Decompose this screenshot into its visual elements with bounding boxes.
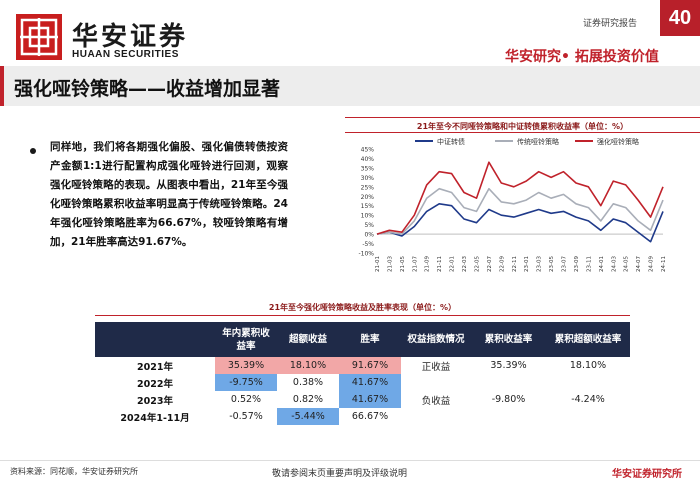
page-number: 40 — [660, 0, 700, 36]
x-tick-label: 23-03 — [537, 256, 543, 272]
group-cum-cell: -9.80% — [491, 394, 526, 405]
equity-group-label: 负收益 — [421, 395, 451, 407]
title-bar — [0, 66, 700, 106]
y-tick-label: 25% — [361, 184, 375, 191]
row-label: 2022年 — [137, 378, 173, 390]
win-rate-cell: 66.67% — [351, 411, 389, 422]
x-tick-label: 22-01 — [450, 256, 456, 272]
group-excess-cell: -4.24% — [571, 394, 605, 405]
excess-return-cell: -5.44% — [277, 408, 339, 425]
x-tick-label: 23-01 — [524, 256, 530, 272]
cum-return-cell: 0.52% — [230, 394, 262, 405]
series-line — [376, 203, 664, 243]
x-tick-label: 24-03 — [611, 256, 617, 272]
table-header-cell: 权益指数情况 — [401, 322, 471, 357]
x-tick-label: 21-09 — [425, 256, 431, 272]
x-tick-label: 23-09 — [574, 256, 580, 272]
y-tick-label: 40% — [361, 156, 375, 163]
row-label: 2024年1-11月 — [120, 412, 190, 424]
win-rate-cell: 91.67% — [339, 357, 401, 374]
series-line — [376, 187, 664, 235]
y-tick-label: 5% — [364, 222, 374, 229]
table-row: 2021年 35.39% 18.10% 91.67% 正收益 35.39% 18… — [95, 357, 630, 374]
cum-return-cell: 35.39% — [215, 357, 277, 374]
x-tick-label: 21-07 — [412, 256, 418, 272]
logo-chinese: 华安证券 — [72, 22, 189, 52]
x-tick-label: 21-01 — [375, 256, 381, 272]
y-tick-label: 30% — [361, 175, 375, 182]
group-cum-cell: 35.39% — [490, 360, 527, 371]
cum-return-cell: -0.57% — [229, 411, 263, 422]
x-tick-label: 24-05 — [624, 256, 630, 272]
line-chart: 中证转债 传统哑铃策略 强化哑铃策略 45% 40% 35% 30% 25% 20% 15% 10%… — [358, 137, 667, 272]
legend-label: 中证转债 — [437, 137, 465, 146]
report-type-label: 证券研究报告 — [583, 19, 638, 29]
y-tick-label: 15% — [361, 203, 375, 210]
y-tick-label: 10% — [361, 213, 375, 220]
table-header-cell: 胜率 — [339, 322, 401, 357]
x-tick-label: 22-11 — [512, 256, 518, 272]
page-title: 强化哑铃策略——收益增加显著 — [14, 78, 281, 100]
x-tick-label: 23-05 — [549, 256, 555, 272]
x-tick-label: 21-03 — [387, 256, 393, 272]
x-tick-label: 24-01 — [599, 256, 605, 272]
x-tick-label: 22-09 — [499, 256, 505, 272]
title-accent — [0, 66, 4, 106]
logo-english: HUAAN SECURITIES — [72, 49, 179, 60]
row-label: 2023年 — [137, 395, 173, 407]
excess-return-cell: 18.10% — [277, 357, 339, 374]
footer-divider — [0, 460, 700, 461]
excess-return-cell: 0.82% — [292, 394, 324, 405]
footer-brand: 华安证券研究所 — [612, 469, 682, 480]
win-rate-cell: 41.67% — [339, 391, 401, 408]
y-tick-label: 45% — [361, 147, 375, 154]
x-tick-label: 21-05 — [400, 256, 406, 272]
x-tick-label: 22-05 — [474, 256, 480, 272]
disclaimer-note: 敬请参阅末页重要声明及评级说明 — [272, 469, 408, 479]
table-row: 2024年1-11月 -0.57% -5.44% 66.67% — [95, 408, 630, 425]
chart-title: 21年至今不同哑铃策略和中证转债累积收益率（单位：%） — [345, 117, 700, 133]
table-header-cell — [95, 322, 215, 357]
x-tick-label: 22-07 — [487, 256, 493, 272]
table-header-cell: 年内累积收益率 — [215, 322, 277, 357]
body-paragraph: 同样地，我们将各期强化偏股、强化偏债转债按资产金额1:1进行配置构成强化哑铃进行… — [50, 141, 288, 248]
y-tick-label: 35% — [361, 165, 375, 172]
x-tick-label: 24-11 — [661, 256, 667, 272]
table-header-cell: 累积超额收益率 — [546, 322, 630, 357]
cum-return-cell: -9.75% — [215, 374, 277, 391]
series-line — [376, 161, 664, 235]
y-tick-label: -10% — [358, 251, 374, 258]
legend-label: 强化哑铃策略 — [597, 137, 639, 146]
legend-label: 传统哑铃策略 — [517, 137, 559, 146]
group-excess-cell: 18.10% — [569, 360, 607, 371]
row-label: 2021年 — [137, 361, 173, 373]
x-tick-label: 21-11 — [437, 256, 443, 272]
equity-group-label: 正收益 — [421, 361, 451, 373]
x-tick-label: 23-07 — [562, 256, 568, 272]
win-rate-cell: 41.67% — [339, 374, 401, 391]
table-row: 2023年 0.52% 0.82% 41.67% — [95, 391, 630, 408]
x-tick-label: 23-11 — [586, 256, 592, 272]
y-tick-label: -5% — [362, 241, 374, 248]
slogan: 华安研究• 拓展投资价值 — [505, 49, 659, 65]
performance-table: 年内累积收益率 超额收益 胜率 权益指数情况 累积收益率 累积超额收益率 202… — [95, 322, 630, 425]
y-tick-label: 0% — [364, 232, 374, 239]
y-tick-label: 20% — [361, 194, 375, 201]
excess-return-cell: 0.38% — [292, 377, 324, 388]
x-tick-label: 24-07 — [636, 256, 642, 272]
table-title: 21年至今强化哑铃策略收益及胜率表现（单位：%） — [95, 302, 630, 316]
source-note: 资料来源：同花顺，华安证券研究所 — [10, 467, 138, 476]
table-header-cell: 累积收益率 — [471, 322, 546, 357]
x-tick-label: 22-03 — [462, 256, 468, 272]
table-row: 2022年 -9.75% 0.38% 41.67% 负收益 -9.80% -4.… — [95, 374, 630, 407]
x-tick-label: 24-09 — [649, 256, 655, 272]
table-header-cell: 超额收益 — [277, 322, 339, 357]
logo-mark — [16, 14, 62, 60]
bullet-dot — [30, 148, 36, 154]
